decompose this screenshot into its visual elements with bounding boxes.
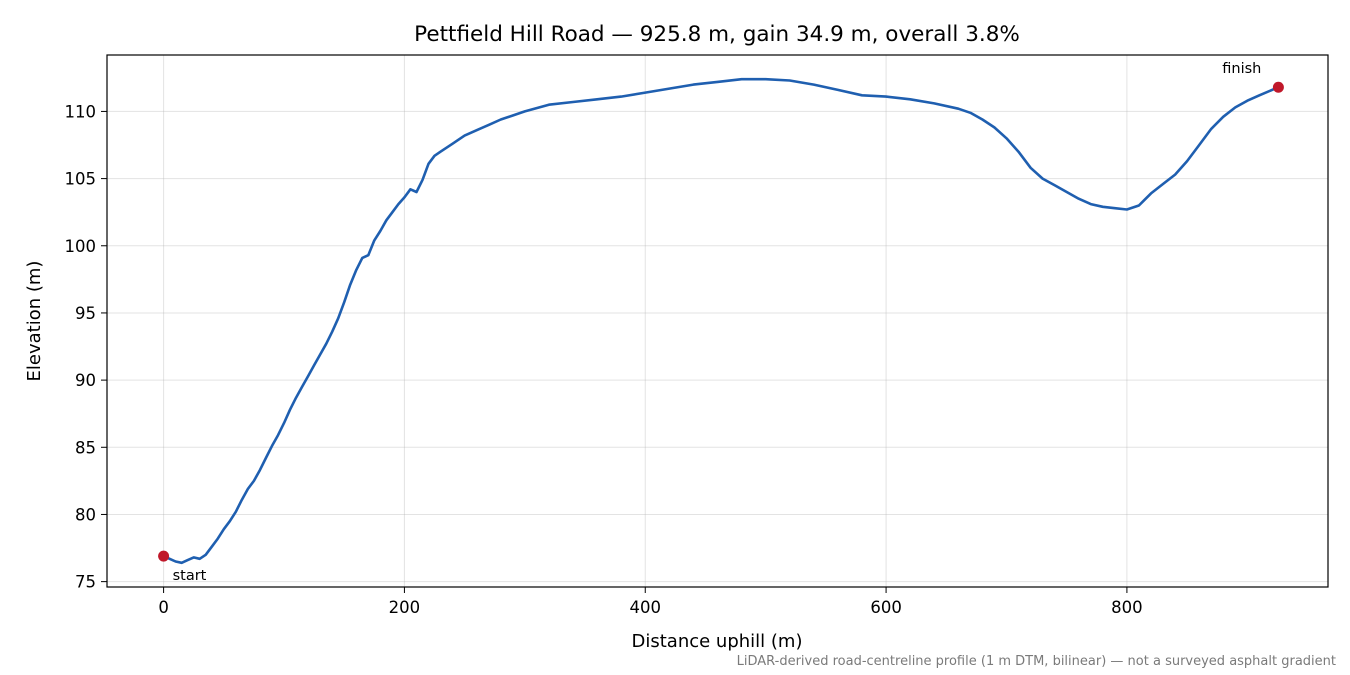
x-tick-label: 400 — [630, 598, 662, 617]
plot-frame — [106, 54, 1329, 588]
endpoint-markers: start finish — [158, 61, 1284, 584]
start-label: start — [173, 568, 207, 584]
finish-marker — [1272, 81, 1284, 93]
y-axis-label: Elevation (m) — [24, 261, 45, 382]
y-tick-label: 105 — [65, 170, 97, 189]
y-tick-label: 95 — [75, 304, 96, 323]
y-tick-label: 85 — [75, 438, 96, 457]
x-axis-label: Distance uphill (m) — [632, 631, 803, 652]
chart-title: Pettfield Hill Road — 925.8 m, gain 34.9… — [414, 22, 1020, 47]
finish-label: finish — [1222, 61, 1261, 77]
y-tick-label: 100 — [65, 237, 97, 256]
x-tick-label: 200 — [389, 598, 421, 617]
axis-ticks: 0 200 400 600 800 75 80 85 90 95 100 105 110 — [65, 102, 1143, 617]
grid — [107, 55, 1328, 587]
x-tick-label: 600 — [870, 598, 902, 617]
y-tick-label: 110 — [65, 102, 97, 121]
start-marker — [158, 550, 170, 562]
y-tick-label: 75 — [75, 573, 96, 592]
elevation-profile-line — [162, 77, 1280, 565]
y-tick-label: 90 — [75, 371, 96, 390]
x-tick-label: 800 — [1111, 598, 1143, 617]
y-tick-label: 80 — [75, 505, 96, 524]
footnote: LiDAR-derived road-centreline profile (1… — [737, 654, 1336, 669]
x-tick-label: 0 — [158, 598, 169, 617]
